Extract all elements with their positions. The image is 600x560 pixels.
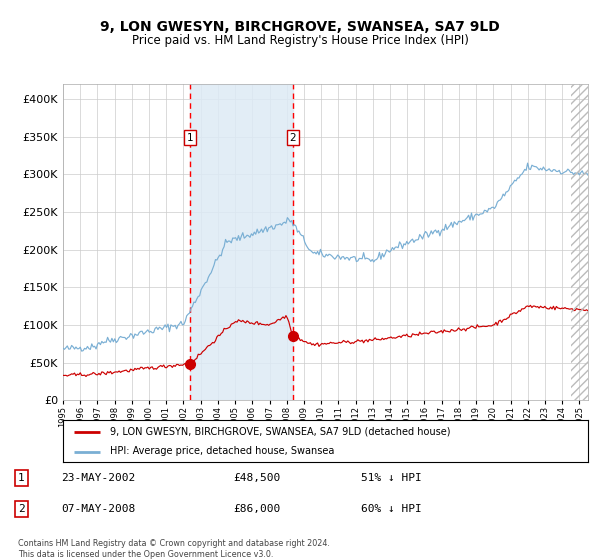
Text: 23-MAY-2002: 23-MAY-2002 bbox=[61, 473, 136, 483]
Text: 9, LON GWESYN, BIRCHGROVE, SWANSEA, SA7 9LD: 9, LON GWESYN, BIRCHGROVE, SWANSEA, SA7 … bbox=[100, 20, 500, 34]
Text: HPI: Average price, detached house, Swansea: HPI: Average price, detached house, Swan… bbox=[110, 446, 335, 456]
Text: Price paid vs. HM Land Registry's House Price Index (HPI): Price paid vs. HM Land Registry's House … bbox=[131, 34, 469, 46]
Text: 60% ↓ HPI: 60% ↓ HPI bbox=[361, 504, 422, 514]
Text: Contains HM Land Registry data © Crown copyright and database right 2024.
This d: Contains HM Land Registry data © Crown c… bbox=[18, 539, 330, 559]
Bar bbox=[571, 84, 588, 400]
Text: 2: 2 bbox=[289, 133, 296, 143]
Text: 07-MAY-2008: 07-MAY-2008 bbox=[61, 504, 136, 514]
Text: £48,500: £48,500 bbox=[233, 473, 280, 483]
Text: 1: 1 bbox=[187, 133, 193, 143]
Bar bbox=[190, 84, 293, 400]
Text: 9, LON GWESYN, BIRCHGROVE, SWANSEA, SA7 9LD (detached house): 9, LON GWESYN, BIRCHGROVE, SWANSEA, SA7 … bbox=[110, 427, 451, 437]
Text: 1: 1 bbox=[18, 473, 25, 483]
Text: £86,000: £86,000 bbox=[233, 504, 280, 514]
Text: 51% ↓ HPI: 51% ↓ HPI bbox=[361, 473, 422, 483]
Text: 2: 2 bbox=[18, 504, 25, 514]
